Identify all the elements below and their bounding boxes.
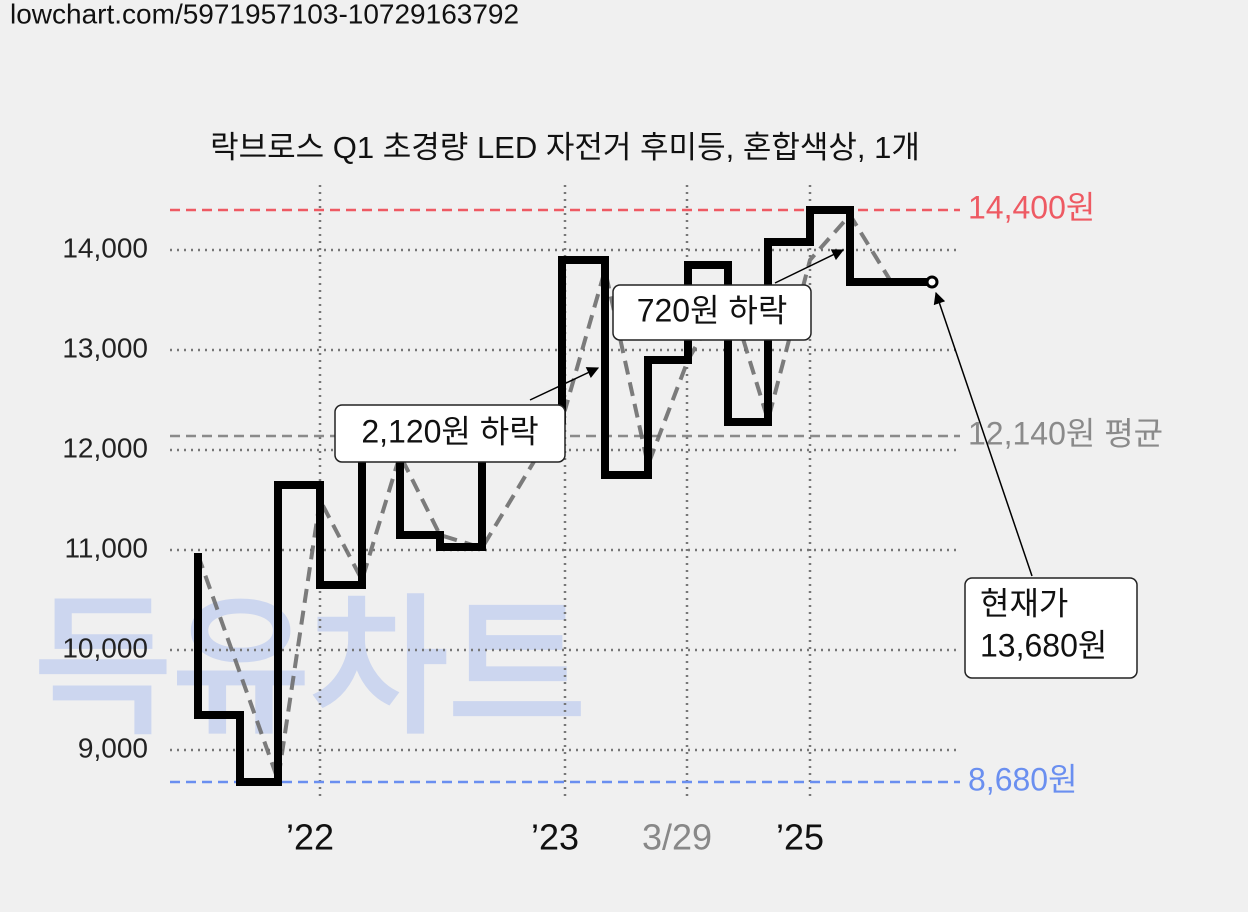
y-tick-label: 11,000 xyxy=(64,532,148,563)
annotation: 13,680원 xyxy=(980,627,1107,663)
y-tick-label: 14,000 xyxy=(62,232,148,263)
trend-line xyxy=(196,211,933,781)
x-tick-label: ’25 xyxy=(776,817,824,858)
y-tick-label: 10,000 xyxy=(62,632,148,663)
annotation: 현재가 xyxy=(980,585,1068,621)
x-tick-label: ’23 xyxy=(531,817,579,858)
reference-label: 12,140원 평균 xyxy=(968,415,1163,451)
x-tick-label: ’22 xyxy=(286,817,334,858)
last-point xyxy=(925,275,939,289)
y-tick-label: 13,000 xyxy=(62,332,148,363)
annotation: 720원 하락 xyxy=(637,292,788,328)
annotation-box xyxy=(964,577,1138,679)
annotation-box xyxy=(612,284,812,341)
arrow xyxy=(774,249,845,284)
y-tick-label: 12,000 xyxy=(62,432,148,463)
x-tick-label: 3/29 xyxy=(642,817,712,858)
url: lowchart.com/5971957103-10729163792 xyxy=(10,0,519,29)
chart-title: 락브로스 Q1 초경량 LED 자전거 후미등, 혼합색상, 1개 xyxy=(210,130,920,165)
y-tick-label: 9,000 xyxy=(78,732,148,763)
arrow xyxy=(529,367,600,401)
annotation-box xyxy=(334,404,566,463)
watermark: 득유차트 xyxy=(34,584,586,752)
reference-label: 14,400원 xyxy=(968,189,1095,225)
annotation: 2,120원 하락 xyxy=(361,413,538,449)
reference-label: 8,680원 xyxy=(968,761,1078,797)
arrow xyxy=(933,291,1033,577)
